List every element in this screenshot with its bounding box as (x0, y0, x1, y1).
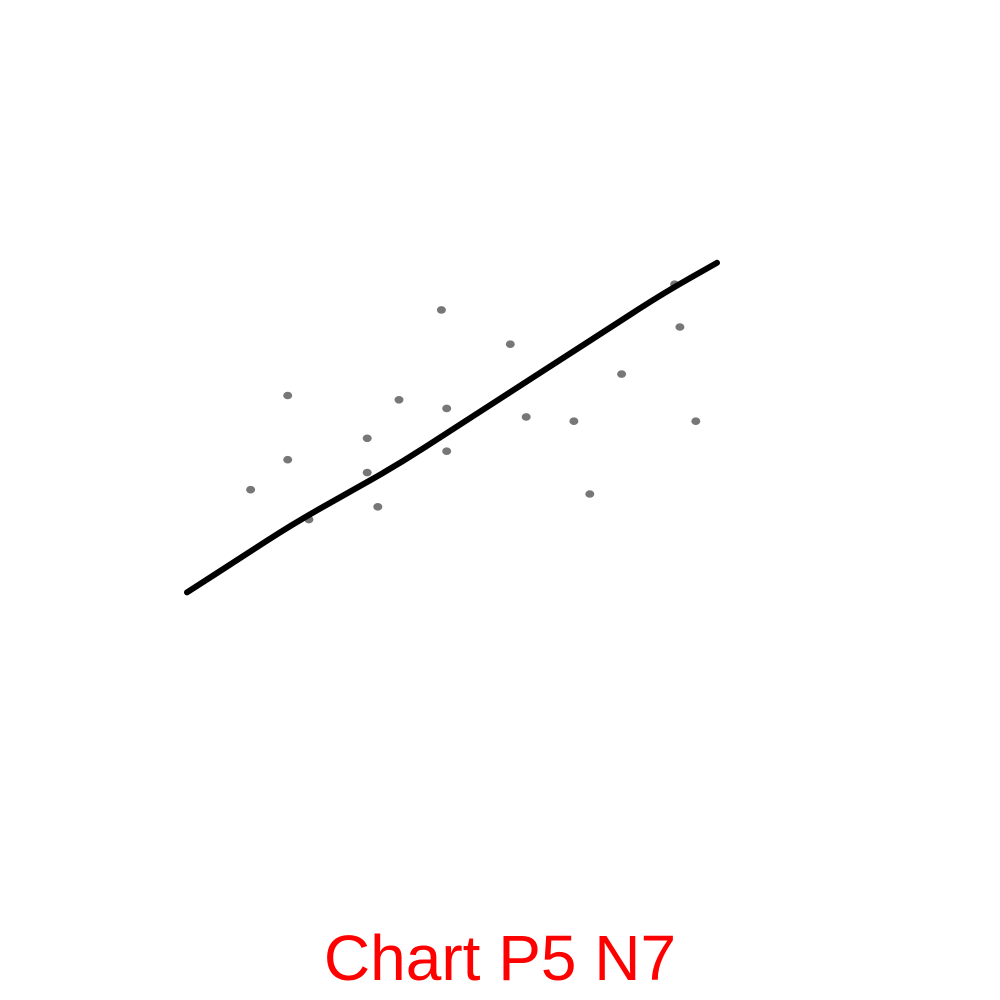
trend-line (184, 259, 720, 596)
chart-caption: Chart P5 N7 (323, 922, 677, 994)
data-point-12 (505, 340, 515, 349)
data-point-1 (246, 485, 256, 494)
data-point-2 (283, 391, 293, 400)
data-point-6 (362, 468, 372, 477)
data-point-15 (585, 490, 595, 498)
data-point-5 (362, 434, 372, 443)
data-point-13 (521, 413, 531, 421)
points-layer (246, 280, 701, 524)
data-point-14 (569, 417, 579, 426)
data-point-19 (691, 417, 701, 426)
data-point-9 (436, 306, 446, 314)
data-point-8 (394, 396, 404, 404)
data-point-18 (675, 323, 685, 331)
trend-line-layer (184, 259, 720, 596)
data-point-7 (373, 503, 383, 511)
data-point-3 (283, 455, 293, 464)
data-point-11 (442, 447, 452, 456)
data-point-16 (617, 370, 627, 378)
data-point-10 (442, 404, 452, 413)
